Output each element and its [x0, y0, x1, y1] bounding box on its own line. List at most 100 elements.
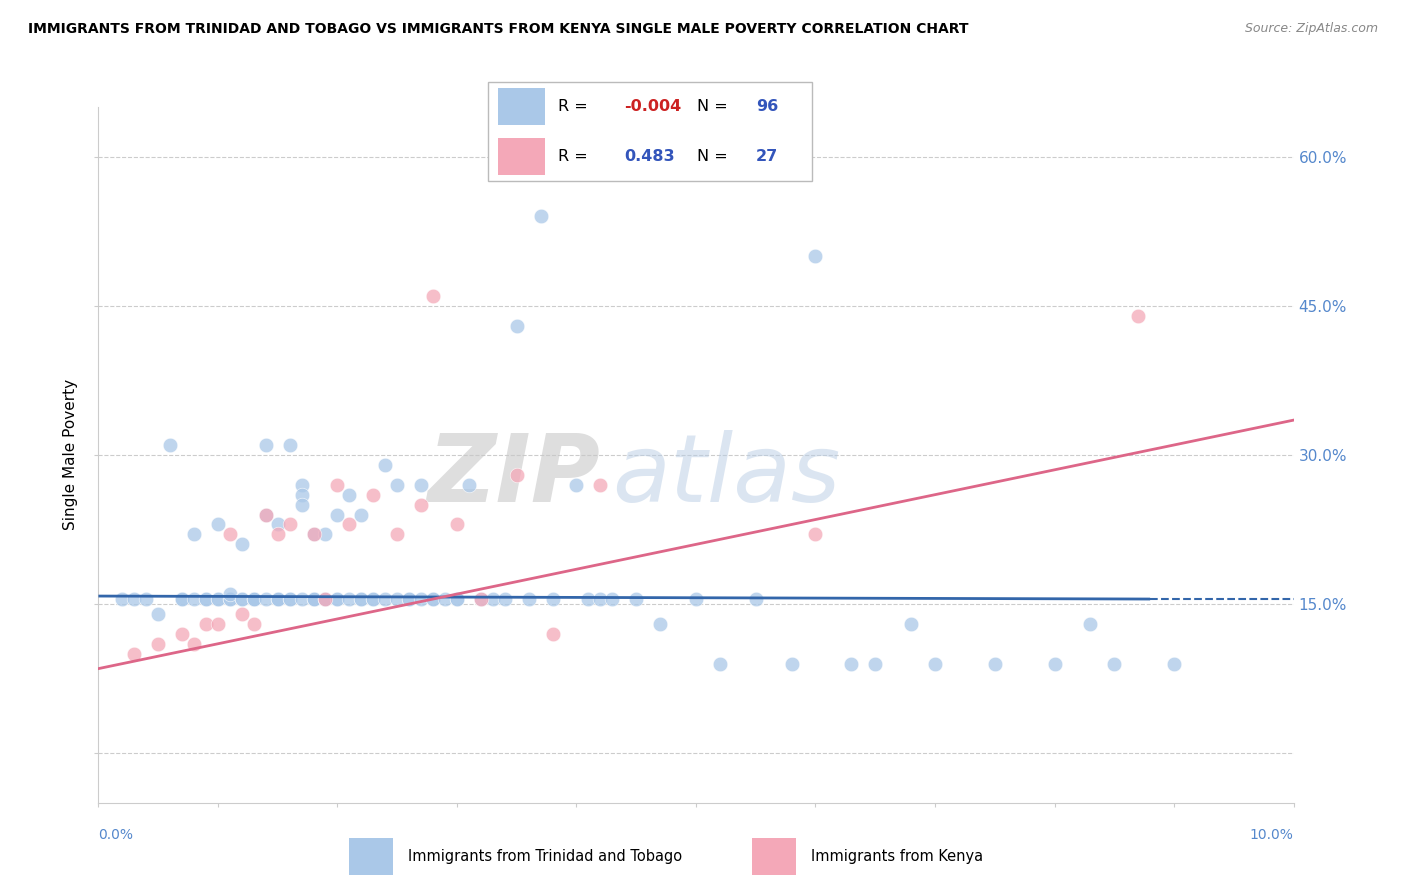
- Y-axis label: Single Male Poverty: Single Male Poverty: [63, 379, 79, 531]
- Point: [231, 537, 253, 551]
- Point: [302, 592, 325, 607]
- Point: [578, 592, 600, 607]
- Point: [363, 592, 385, 607]
- Point: [183, 527, 205, 541]
- Point: [685, 592, 707, 607]
- FancyBboxPatch shape: [752, 838, 796, 875]
- Point: [481, 592, 505, 607]
- Point: [315, 527, 337, 541]
- Point: [243, 616, 266, 631]
- Point: [865, 657, 887, 671]
- Point: [326, 477, 349, 491]
- Point: [709, 657, 731, 671]
- Point: [231, 592, 253, 607]
- Point: [302, 592, 325, 607]
- Point: [278, 517, 301, 532]
- Point: [900, 616, 922, 631]
- Point: [626, 592, 648, 607]
- Point: [1104, 657, 1126, 671]
- Point: [517, 592, 540, 607]
- Point: [350, 592, 373, 607]
- Point: [411, 498, 433, 512]
- Text: -0.004: -0.004: [624, 99, 681, 114]
- Point: [267, 592, 290, 607]
- Point: [924, 657, 946, 671]
- Point: [422, 289, 444, 303]
- Point: [278, 592, 301, 607]
- Point: [124, 647, 146, 661]
- Point: [470, 592, 492, 607]
- Point: [172, 592, 194, 607]
- Text: 27: 27: [756, 149, 779, 164]
- Text: 10.0%: 10.0%: [1250, 828, 1294, 842]
- Point: [398, 592, 420, 607]
- Point: [195, 616, 218, 631]
- FancyBboxPatch shape: [349, 838, 392, 875]
- Point: [804, 527, 827, 541]
- Point: [243, 592, 266, 607]
- Point: [111, 592, 134, 607]
- Point: [254, 592, 277, 607]
- Point: [254, 438, 277, 452]
- Point: [219, 592, 242, 607]
- Point: [267, 527, 290, 541]
- Point: [363, 488, 385, 502]
- FancyBboxPatch shape: [488, 82, 813, 181]
- Point: [422, 592, 444, 607]
- Point: [207, 616, 229, 631]
- Point: [302, 592, 325, 607]
- Point: [172, 627, 194, 641]
- Text: R =: R =: [558, 149, 593, 164]
- Point: [541, 592, 564, 607]
- Text: IMMIGRANTS FROM TRINIDAD AND TOBAGO VS IMMIGRANTS FROM KENYA SINGLE MALE POVERTY: IMMIGRANTS FROM TRINIDAD AND TOBAGO VS I…: [28, 22, 969, 37]
- Point: [291, 498, 314, 512]
- Text: Source: ZipAtlas.com: Source: ZipAtlas.com: [1244, 22, 1378, 36]
- Point: [529, 210, 551, 224]
- Point: [984, 657, 1007, 671]
- Point: [243, 592, 266, 607]
- Text: 96: 96: [756, 99, 779, 114]
- Point: [1163, 657, 1185, 671]
- Point: [589, 592, 612, 607]
- Point: [602, 592, 624, 607]
- Point: [1080, 616, 1102, 631]
- Text: atlas: atlas: [613, 430, 841, 521]
- Point: [350, 592, 373, 607]
- FancyBboxPatch shape: [498, 137, 544, 175]
- Point: [254, 508, 277, 522]
- Text: Immigrants from Trinidad and Tobago: Immigrants from Trinidad and Tobago: [408, 849, 682, 863]
- Point: [350, 508, 373, 522]
- FancyBboxPatch shape: [498, 88, 544, 126]
- Point: [650, 616, 672, 631]
- Point: [363, 592, 385, 607]
- Point: [589, 477, 612, 491]
- Point: [267, 517, 290, 532]
- Point: [339, 517, 360, 532]
- Point: [172, 592, 194, 607]
- Point: [302, 527, 325, 541]
- Point: [494, 592, 516, 607]
- Point: [243, 592, 266, 607]
- Point: [506, 318, 529, 333]
- Point: [291, 592, 314, 607]
- Point: [124, 592, 146, 607]
- Text: 0.0%: 0.0%: [98, 828, 134, 842]
- Text: Immigrants from Kenya: Immigrants from Kenya: [811, 849, 983, 863]
- Point: [135, 592, 157, 607]
- Point: [195, 592, 218, 607]
- Point: [385, 527, 409, 541]
- Point: [422, 592, 444, 607]
- Point: [804, 249, 827, 263]
- Point: [231, 592, 253, 607]
- Point: [745, 592, 768, 607]
- Point: [278, 438, 301, 452]
- Point: [541, 627, 564, 641]
- Point: [326, 508, 349, 522]
- Point: [1043, 657, 1066, 671]
- Point: [243, 592, 266, 607]
- Point: [291, 488, 314, 502]
- Point: [565, 477, 588, 491]
- Point: [339, 592, 360, 607]
- Text: N =: N =: [696, 99, 733, 114]
- Point: [267, 592, 290, 607]
